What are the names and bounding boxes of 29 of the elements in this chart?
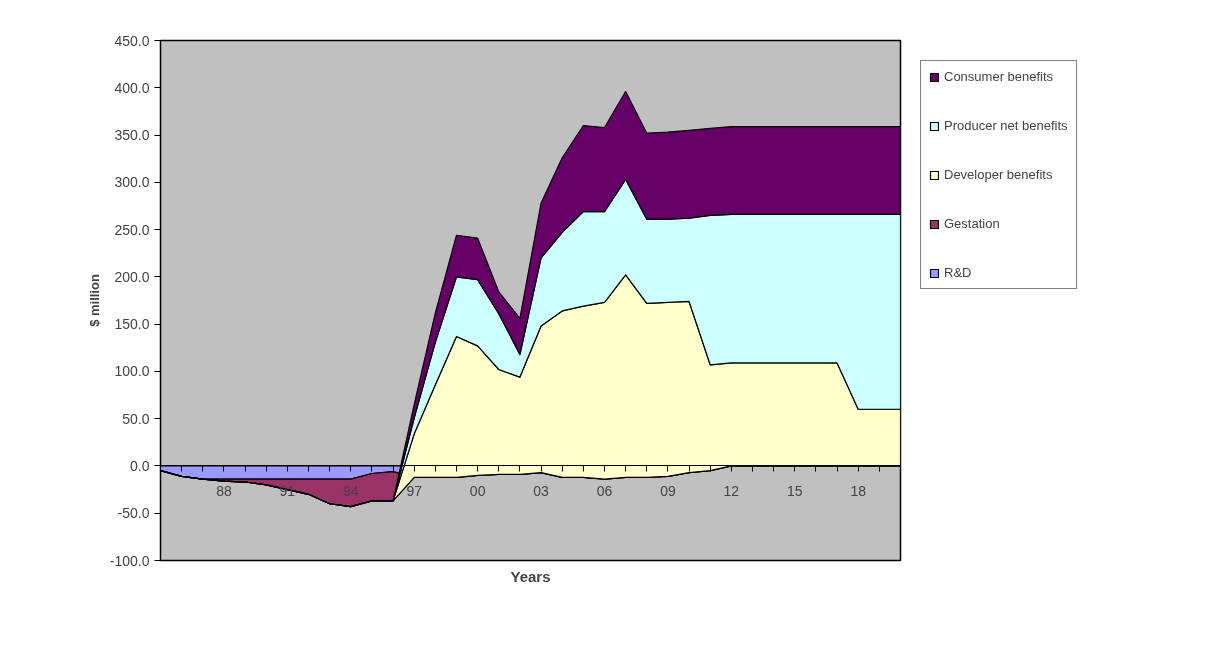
x-tick-label: 00 (469, 482, 486, 499)
y-tick-label: 200.0 (114, 268, 150, 285)
y-tick-label: 450.0 (114, 32, 150, 49)
x-tick-label: 94 (343, 482, 359, 499)
legend-label: R&D (944, 265, 972, 280)
y-tick-label: 350.0 (114, 127, 150, 144)
y-tick-label: 100.0 (114, 363, 150, 380)
y-tick-label: 250.0 (114, 221, 150, 238)
x-tick-label: 03 (533, 482, 550, 499)
x-tick-label: 06 (596, 482, 613, 499)
x-tick-label: 88 (216, 482, 232, 499)
y-tick-label: 400.0 (114, 79, 150, 96)
x-tick-label: 15 (787, 482, 803, 499)
x-tick-label: 09 (660, 482, 676, 499)
legend-label: Producer net benefits (944, 118, 1068, 133)
y-axis-title: $ million (86, 274, 102, 327)
y-tick-label: 150.0 (114, 316, 150, 333)
legend-label: Developer benefits (944, 167, 1053, 182)
x-tick-label: 12 (723, 482, 740, 499)
legend-label: Consumer benefits (944, 69, 1054, 84)
y-tick-label: -100.0 (109, 552, 150, 569)
legend-label: Gestation (944, 216, 1000, 231)
y-tick-label: 0.0 (130, 457, 150, 474)
x-tick-label: 18 (850, 482, 867, 499)
x-tick-label: 97 (406, 482, 423, 499)
y-tick-label: 50.0 (122, 410, 150, 427)
x-axis-title: Years (510, 567, 551, 585)
y-tick-label: 300.0 (114, 174, 150, 191)
y-tick-label: -50.0 (117, 505, 150, 522)
